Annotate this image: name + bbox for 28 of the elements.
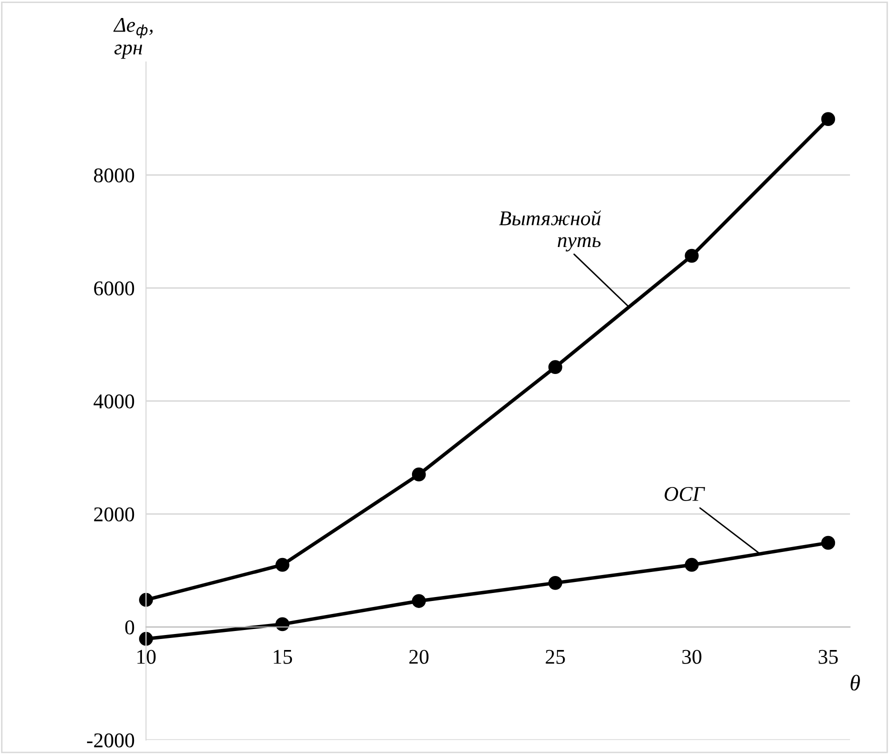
y-tick-label: 4000 — [94, 394, 134, 408]
point — [821, 536, 836, 550]
x-tick-label: 15 — [274, 650, 292, 664]
y-tick-label: 0 — [125, 620, 134, 634]
point — [275, 617, 290, 632]
text: ОСГ — [664, 486, 706, 501]
point — [548, 360, 562, 374]
x-tick-label: 35 — [818, 650, 838, 664]
y-tick-label: 2000 — [94, 507, 134, 522]
point — [548, 576, 562, 590]
x-tick-label: 10 — [137, 650, 156, 664]
point — [412, 468, 426, 482]
point — [821, 112, 836, 126]
point — [684, 248, 699, 263]
x-tick-label: 30 — [682, 650, 702, 664]
x-axis-title: θ — [850, 674, 860, 691]
point — [684, 558, 699, 572]
point — [139, 632, 153, 646]
y-tick-label: -2000 — [87, 733, 134, 748]
text: Вытяжной путь — [499, 210, 601, 252]
y-axis-title: Δe$_{ф}$, грн — [113, 18, 153, 59]
point — [275, 558, 290, 572]
point — [412, 594, 426, 608]
y-tick-label: 8000 — [94, 168, 134, 182]
x-tick-label: 20 — [409, 650, 428, 664]
point — [139, 592, 153, 607]
y-tick-label: 6000 — [94, 281, 134, 296]
x-tick-label: 25 — [546, 650, 565, 664]
